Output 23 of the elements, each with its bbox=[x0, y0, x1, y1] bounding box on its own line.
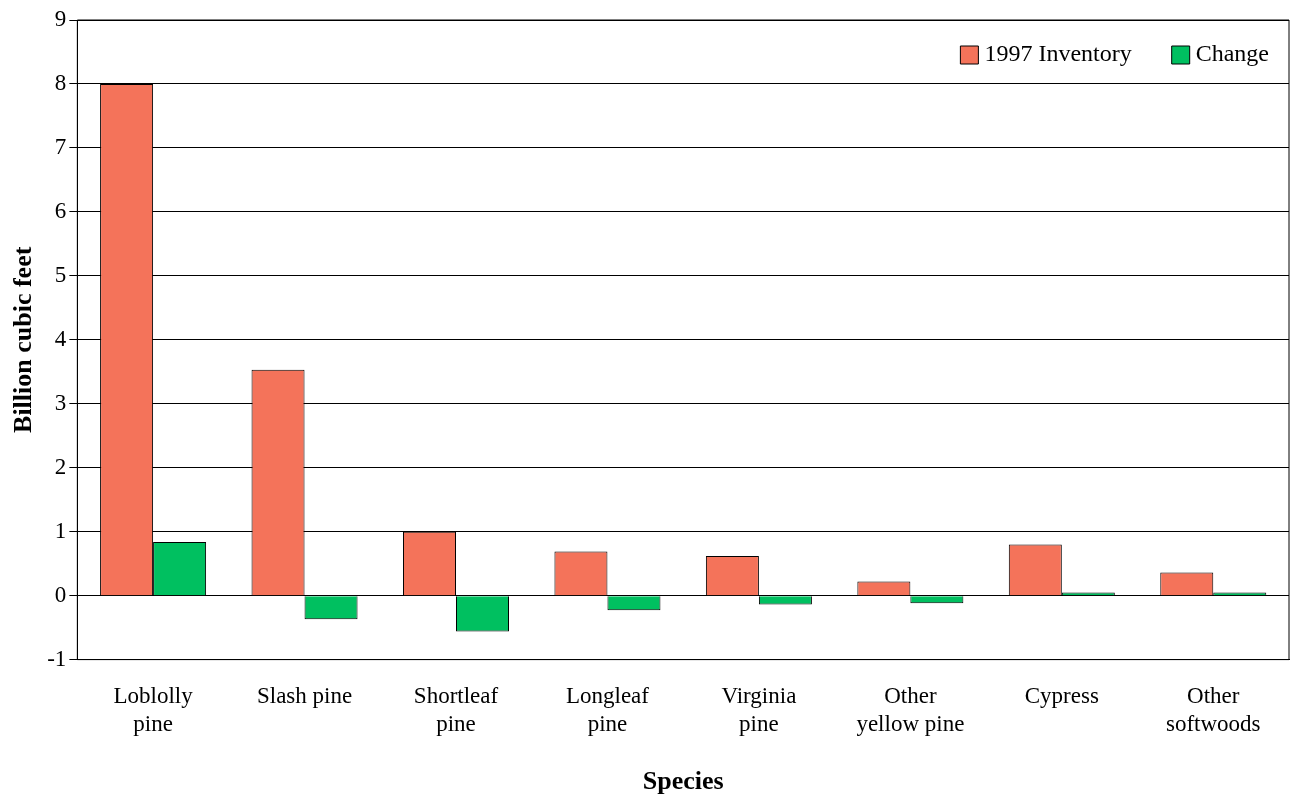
legend-label: Change bbox=[1195, 40, 1269, 67]
x-tick-label: Longleaf pine bbox=[565, 683, 650, 737]
y-tick-label: -1 bbox=[47, 645, 67, 671]
y-tick-label: 6 bbox=[54, 197, 67, 223]
x-tick-label: Shortleaf pine bbox=[413, 683, 499, 737]
y-tick-label: 8 bbox=[54, 70, 67, 96]
y-tick-label: 0 bbox=[54, 581, 67, 607]
y-tick-label: 5 bbox=[54, 261, 67, 287]
y-tick-label: 3 bbox=[54, 389, 67, 415]
x-axis-title: Species bbox=[642, 766, 724, 796]
y-tick-label: 2 bbox=[54, 453, 67, 479]
x-tick-label: Virginia pine bbox=[721, 683, 797, 737]
x-tick-label: Other softwoods bbox=[1165, 683, 1261, 737]
y-tick-label: 4 bbox=[54, 325, 67, 351]
y-tick-label: 7 bbox=[54, 133, 67, 159]
x-tick-label: Other yellow pine bbox=[856, 683, 965, 737]
y-tick-label: 1 bbox=[54, 517, 67, 543]
x-tick-label: Cypress bbox=[1024, 683, 1099, 709]
legend-label: 1997 Inventory bbox=[984, 40, 1132, 67]
x-tick-label: Loblolly pine bbox=[113, 683, 194, 737]
y-axis-title: Billion cubic feet bbox=[8, 246, 38, 433]
y-tick-label: 9 bbox=[54, 6, 67, 32]
x-tick-label: Slash pine bbox=[256, 683, 353, 709]
